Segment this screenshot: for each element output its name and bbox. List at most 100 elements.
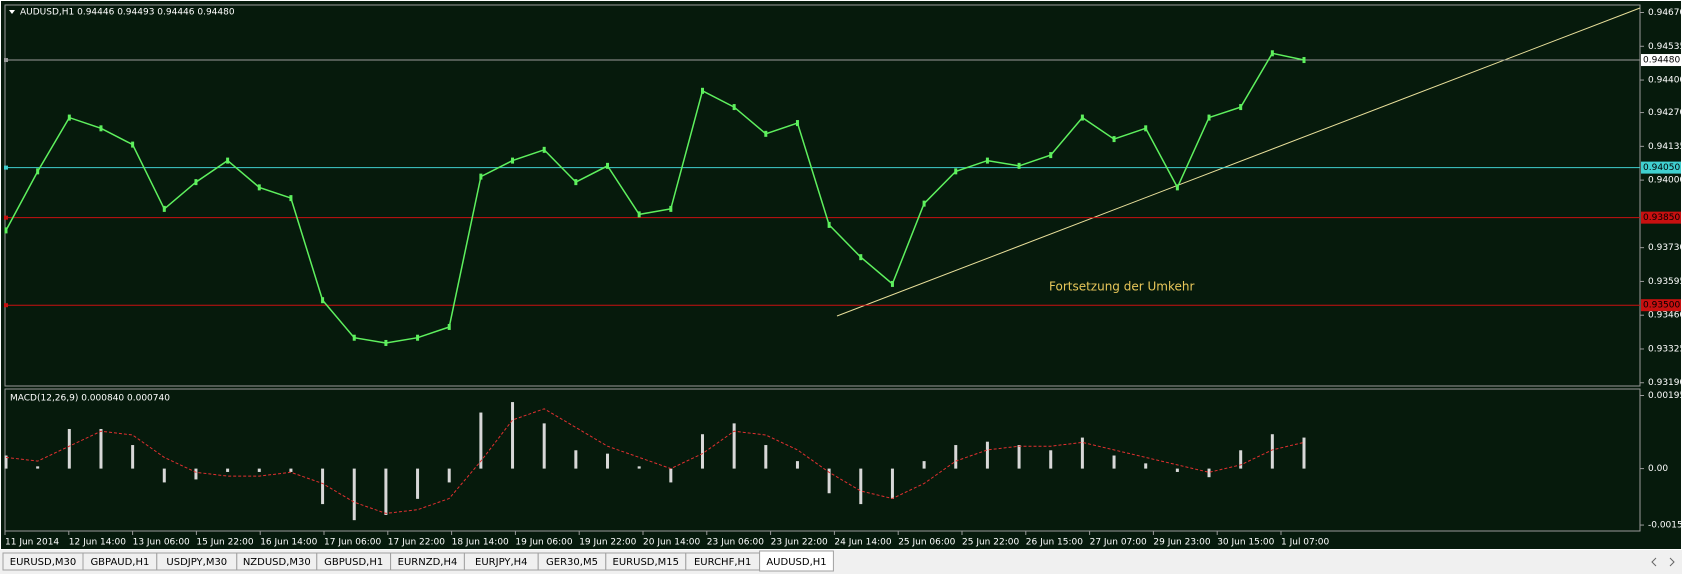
candle [131,141,135,148]
tab-label: EURJPY,H4 [475,557,528,568]
candle [1080,114,1084,121]
macd-bar [574,450,578,469]
candle [637,211,641,218]
candle [1239,104,1243,111]
candle [1270,50,1274,57]
x-tick-label: 1 Jul 07:00 [1281,538,1330,548]
tab-label: NZDUSD,M30 [243,557,311,568]
candle [954,168,958,175]
macd-bar [416,468,420,499]
x-tick-label: 19 Jun 06:00 [515,538,572,548]
y-tick-label: 0.94535 [1648,42,1682,52]
tab-label: EURCHF,H1 [694,557,751,568]
level-marker [4,58,8,63]
y-tick-label: 0.94000 [1648,176,1682,186]
candle [67,114,71,121]
y-tick-label: 0.93325 [1648,344,1682,354]
macd-bar [511,402,515,469]
candle [1175,184,1179,191]
x-tick-label: 17 Jun 06:00 [324,538,381,548]
candle [606,162,610,169]
macd-bar [162,468,166,483]
macd-bar [922,461,926,469]
tab[interactable] [759,550,834,572]
macd-bar [985,441,989,469]
macd-bar [1080,437,1084,469]
x-tick-label: 25 Jun 22:00 [962,538,1019,548]
macd-bar [795,461,799,469]
macd-bar [4,455,8,469]
macd-bar [890,468,894,499]
macd-bar [606,453,610,469]
y-tick-label: 0.94270 [1648,108,1682,118]
candle [985,157,989,164]
candle [1144,125,1148,132]
macd-bar [669,468,673,483]
candle [384,339,388,346]
x-tick-label: 27 Jun 07:00 [1090,538,1147,548]
macd-bar [700,434,704,469]
price-line [5,52,1305,344]
x-tick-label: 29 Jun 23:00 [1153,538,1210,548]
candle [669,205,673,212]
candle [574,179,578,186]
y-tick-label: 0.00 [1648,464,1668,474]
trend-line[interactable] [836,7,1641,317]
macd-bar [1112,455,1116,469]
candle [4,227,8,234]
candle [257,184,261,191]
macd-bar [732,423,736,469]
level-label-box [1641,54,1681,67]
macd-bar [1144,463,1148,469]
macd-bar [542,423,546,469]
level-marker [4,165,8,170]
x-tick-label: 15 Jun 22:00 [196,538,253,548]
level-label-box [1641,161,1681,174]
x-tick-label: 25 Jun 06:00 [898,538,955,548]
candle [321,297,325,304]
macd-bar [257,468,261,472]
candle [194,179,198,186]
macd-bar [131,445,135,469]
candle [479,173,483,180]
macd-bar [859,468,863,505]
y-tick-label: 0.93595 [1648,277,1682,287]
x-tick-label: 11 Jun 2014 [5,538,59,548]
macd-bar [352,468,356,521]
candle [795,120,799,127]
macd-bar [1239,450,1243,469]
macd-bar [384,468,388,515]
level-label-box [1641,211,1681,224]
level-label-box [1641,299,1681,312]
scroll-left[interactable] [1651,557,1657,567]
y-tick-label: 0.93730 [1648,243,1682,253]
x-tick-label: 24 Jun 14:00 [834,538,891,548]
candle [447,323,451,330]
candle [542,146,546,153]
macd-bar [1175,468,1179,472]
macd-bar [954,445,958,469]
candle [226,157,230,164]
candle [1207,114,1211,121]
macd-bar [1207,468,1211,478]
y-tick-label: 0.94135 [1648,142,1682,152]
candle [352,334,356,341]
annotation: Fortsetzung der Umkehr [1049,280,1194,294]
candle [764,130,768,137]
candle [511,157,515,164]
menu-arrow[interactable] [9,10,15,14]
y-tick-label: 0.94670 [1648,8,1682,18]
y-tick-label: 0.93460 [1648,311,1682,321]
macd-bar [447,468,451,483]
macd-bar [1017,445,1021,469]
level-marker [4,215,8,220]
candle [1049,152,1053,159]
macd-bar [1302,437,1306,469]
macd-bar [637,466,641,469]
candle [1017,162,1021,169]
level-label: 0.94050 [1643,163,1680,173]
macd-bar [289,468,293,472]
scroll-right[interactable] [1669,557,1675,567]
macd-bar [827,468,831,494]
